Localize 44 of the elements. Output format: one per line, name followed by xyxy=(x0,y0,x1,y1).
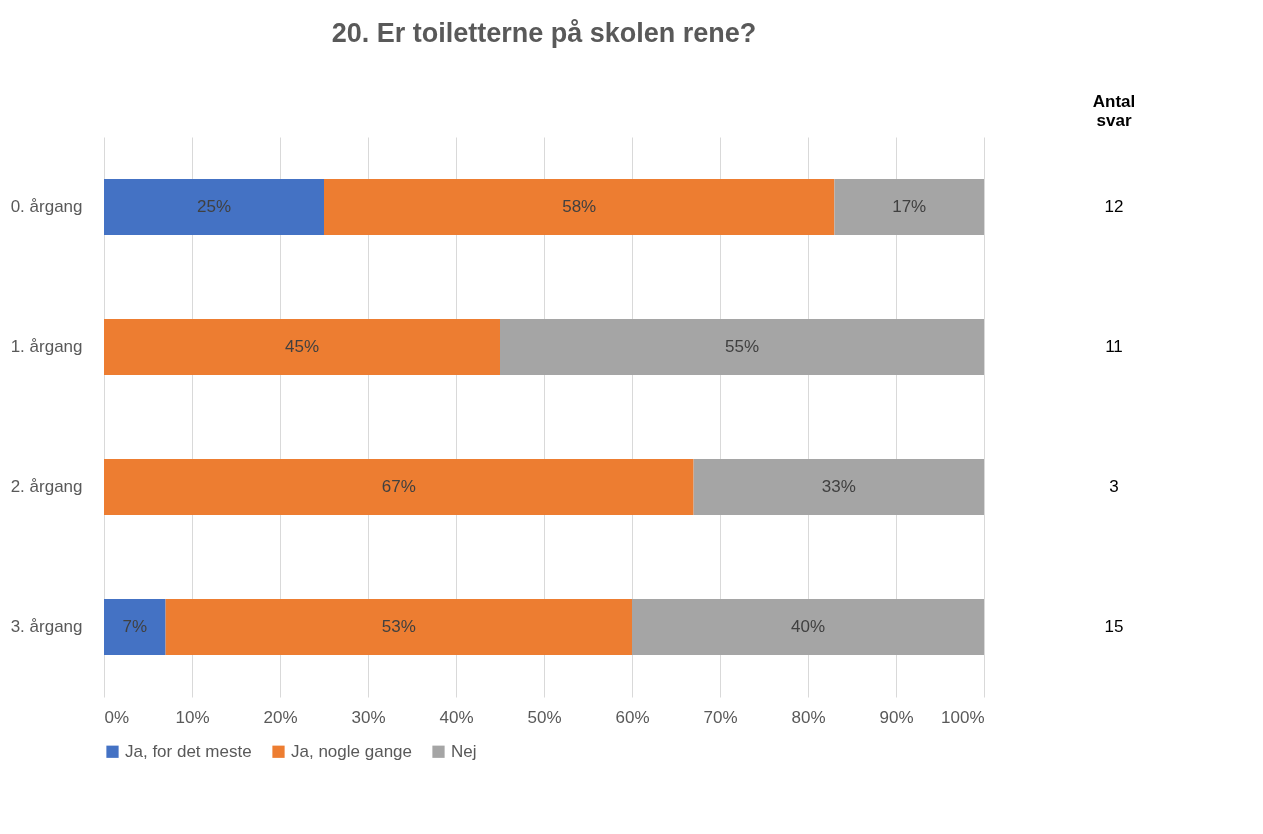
bar xyxy=(834,179,984,235)
text: 15 xyxy=(1104,617,1124,636)
x-tick-label: 60% xyxy=(615,707,650,727)
text: 33% xyxy=(821,477,856,496)
text: 67% xyxy=(381,477,416,496)
y-tick-label: 0. årgang xyxy=(10,197,83,216)
legend-label: Ja, nogle gange xyxy=(291,741,412,761)
text: 40% xyxy=(790,617,826,636)
text: 58% xyxy=(562,197,597,216)
x-tick-label: 30% xyxy=(351,707,386,727)
bar xyxy=(104,319,500,375)
text: 11 xyxy=(1105,337,1123,356)
x-tick-label: 40% xyxy=(439,707,474,727)
legend-label: Nej xyxy=(451,741,477,761)
text: Antal svar xyxy=(1092,92,1136,130)
x-tick-label: 20% xyxy=(263,707,298,727)
text: 3 xyxy=(1109,477,1119,496)
x-tick-label: 90% xyxy=(879,707,914,727)
y-tick-label: 2. årgang xyxy=(10,477,83,496)
bar xyxy=(104,179,324,235)
text: 55% xyxy=(724,337,760,356)
text: 45% xyxy=(284,337,320,356)
x-tick-label: 80% xyxy=(791,707,826,727)
x-tick-label: 100% xyxy=(941,707,985,727)
text: 17% xyxy=(892,197,927,216)
chart-title: 20. Er toiletterne på skolen rene? xyxy=(331,18,757,48)
x-tick-label: 70% xyxy=(703,707,738,727)
bar xyxy=(324,179,835,235)
x-tick-label: 0% xyxy=(104,707,130,727)
bar xyxy=(693,459,984,515)
text: 7% xyxy=(122,617,148,636)
x-tick-label: 10% xyxy=(175,707,210,727)
y-tick-label: 1. årgang xyxy=(10,337,83,356)
y-tick-label: 3. årgang xyxy=(10,617,83,636)
text: 53% xyxy=(381,617,416,636)
legend-label: Ja, for det meste xyxy=(125,741,252,761)
bar xyxy=(165,599,632,655)
x-tick-label: 50% xyxy=(527,707,562,727)
text: 25% xyxy=(196,197,232,216)
text: 12 xyxy=(1104,197,1124,216)
bar xyxy=(632,599,984,655)
bar xyxy=(104,599,166,655)
bar xyxy=(500,319,984,375)
bar xyxy=(104,459,694,515)
